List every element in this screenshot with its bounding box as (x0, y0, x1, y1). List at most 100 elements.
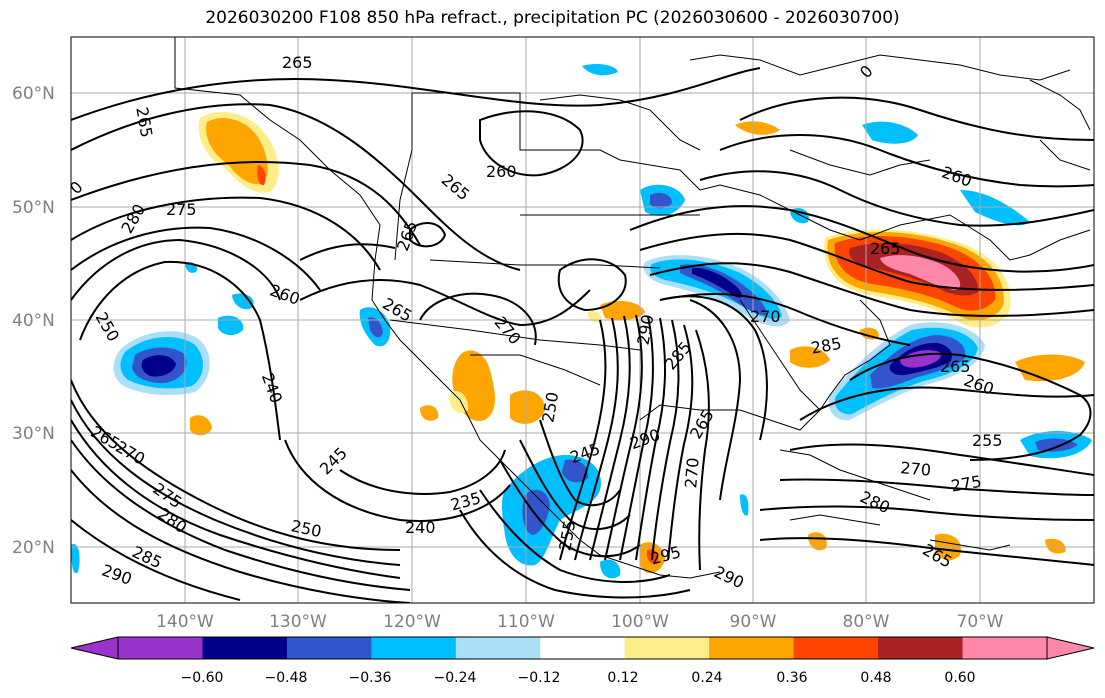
precip-blob-mexico-s (600, 559, 621, 579)
lon-label: 100°W (611, 612, 669, 632)
precip-blob-cuba (740, 494, 749, 516)
colorbar-tick-label: −0.36 (349, 670, 392, 686)
colorbar-segment (371, 637, 457, 659)
colorbar-segment (962, 637, 1048, 659)
contour-label: 265 (870, 239, 901, 258)
contour-label: 235 (448, 488, 482, 514)
colorbar: −0.60 −0.48 −0.36 −0.24 −0.12 0.12 0.24 … (70, 636, 1095, 686)
colorbar-tick-label: 0.12 (607, 670, 638, 686)
lon-label: 110°W (497, 612, 555, 632)
contour-label: 240 (258, 370, 286, 405)
precip-blob-northeast-pk (880, 255, 961, 290)
shading-layer (71, 64, 1092, 579)
contour-label: 255 (972, 431, 1003, 450)
precip-blob-mex-1 (510, 390, 545, 424)
colorbar-tick-label: −0.24 (434, 670, 477, 686)
precip-blob-pacific-3 (232, 293, 254, 310)
contour-label: 275 (950, 472, 983, 496)
contour-label: 250 (538, 391, 562, 424)
contour-label: 275 (166, 200, 197, 219)
lat-label: 50°N (12, 198, 55, 218)
lat-label: 60°N (12, 84, 55, 104)
precip-blob-pacific-d (141, 355, 176, 377)
precip-blob-mex-2 (420, 405, 439, 421)
precip-blob-canada-o (735, 121, 780, 135)
colorbar-tick-label: 0.60 (944, 670, 975, 686)
colorbar-tick-label: 0.24 (691, 670, 722, 686)
colorbar-segment (793, 637, 879, 659)
contour-lines (71, 67, 1094, 603)
contour-label: 265 (282, 53, 313, 72)
precip-blob-w-edge (71, 544, 80, 574)
precip-blob-labrador (960, 190, 1030, 226)
lon-label: 70°W (957, 612, 1004, 632)
contour-label: 260 (961, 370, 996, 398)
colorbar-extend-low (70, 636, 119, 660)
precip-blob-hawaii (190, 415, 212, 436)
precip-blob-atl-e (1015, 354, 1085, 382)
gridlines (71, 37, 1094, 603)
colorbar-tick-label: −0.12 (518, 670, 561, 686)
contour-label: 245 (567, 439, 602, 467)
colorbar-segment (624, 637, 710, 659)
chart-title: 2026030200 F108 850 hPa refract., precip… (205, 8, 900, 28)
colorbar-extend-high (1046, 636, 1095, 660)
contour-label: 265 (393, 218, 421, 253)
lon-label: 140°W (156, 612, 214, 632)
contour-label: 265 (940, 357, 971, 376)
lon-label: 90°W (730, 612, 777, 632)
precip-blob-pacific-2 (218, 315, 244, 336)
precip-blob-mexico-blue-c (562, 459, 589, 483)
precip-blob-hudson (862, 121, 918, 144)
contour-label: 240 (405, 518, 436, 537)
lon-label: 120°W (383, 612, 441, 632)
precip-blob-dakota-b (650, 192, 672, 209)
contour-label: 265 (438, 170, 474, 204)
lon-label: 80°W (843, 612, 890, 632)
lat-label: 20°N (12, 538, 55, 558)
colorbar-segment (455, 637, 541, 659)
contour-label: 290 (633, 313, 657, 346)
contour-label: 290 (627, 425, 662, 453)
latitude-labels: 60°N 50°N 40°N 30°N 20°N (12, 84, 55, 558)
contour-label: 285 (810, 334, 843, 358)
contour-label: 270 (681, 457, 703, 489)
longitude-labels: 140°W 130°W 120°W 110°W 100°W 90°W 80°W … (156, 612, 1004, 632)
contour-label: 260 (486, 162, 517, 181)
contour-label: 270 (900, 458, 932, 480)
contour-label: 270 (750, 307, 781, 326)
contour-label: 280 (117, 201, 149, 237)
lat-label: 40°N (12, 311, 55, 331)
colorbar-segment (878, 637, 964, 659)
contour-label: 260 (267, 280, 302, 308)
contour-label: 280 (857, 487, 893, 517)
precip-blob-canada-n (582, 64, 618, 76)
contour-label: 265 (132, 106, 156, 139)
lat-label: 30°N (12, 424, 55, 444)
colorbar-tick-label: −0.48 (265, 670, 308, 686)
colorbar-tick-label: −0.60 (181, 670, 224, 686)
lon-label: 130°W (269, 612, 327, 632)
precip-blob-midatl (790, 346, 830, 368)
coastlines (174, 37, 1091, 579)
colorbar-segments (70, 636, 1095, 660)
colorbar-tick-label: 0.36 (776, 670, 807, 686)
colorbar-tick-label: 0.48 (860, 670, 891, 686)
colorbar-segment (286, 637, 372, 659)
precip-blob-alaska-red (257, 165, 266, 186)
precip-blob-california-b (368, 317, 383, 338)
contour-label: 290 (99, 560, 134, 588)
colorbar-segment (202, 637, 288, 659)
colorbar-segment (709, 637, 795, 659)
precip-blob-caribbean (808, 532, 827, 551)
precip-blob-midwest-d (692, 267, 742, 298)
precip-blob-mexico-blue (501, 455, 601, 566)
contour-label: 290 (711, 562, 747, 592)
colorbar-segment (540, 637, 626, 659)
contour-label: 285 (661, 338, 695, 374)
colorbar-segment (118, 637, 203, 659)
contour-label: 250 (92, 309, 124, 345)
colorbar-ticks: −0.60 −0.48 −0.36 −0.24 −0.12 0.12 0.24 … (181, 670, 976, 686)
contour-label: 260 (939, 162, 974, 190)
